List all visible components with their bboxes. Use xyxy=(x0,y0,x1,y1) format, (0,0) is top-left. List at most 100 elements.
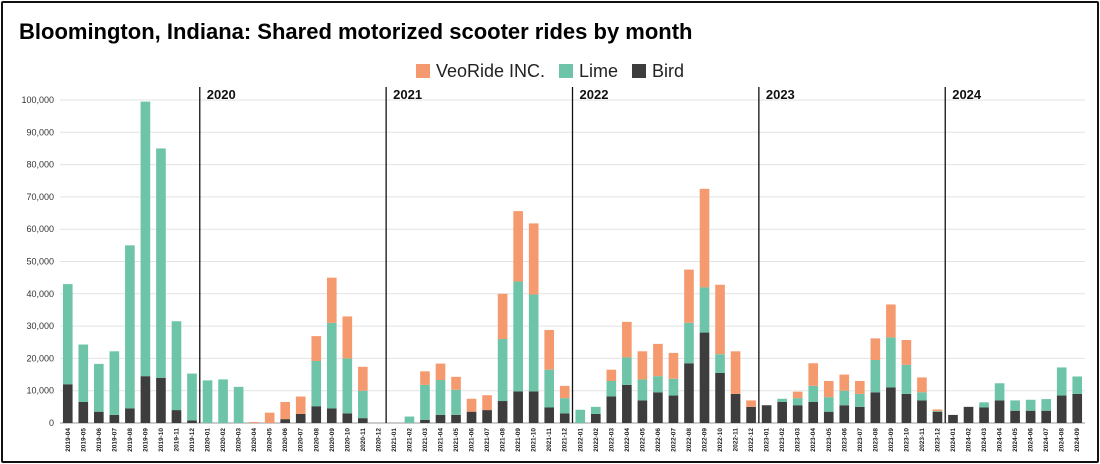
x-tick-label: 2020-08 xyxy=(313,428,320,452)
bar-bird xyxy=(901,393,912,423)
bar-lime xyxy=(808,385,819,403)
bar-bird xyxy=(994,400,1005,423)
y-tick-label: 100,000 xyxy=(21,95,54,105)
bar-lime xyxy=(792,398,803,406)
x-tick-label: 2019-11 xyxy=(173,428,180,452)
bar-bird xyxy=(94,411,104,423)
x-tick-label: 2021-12 xyxy=(562,428,569,452)
bar-veoride-inc xyxy=(513,211,523,282)
x-tick-label: 2020-11 xyxy=(360,428,367,452)
bar-lime xyxy=(233,386,244,423)
x-tick-label: 2022-05 xyxy=(639,428,646,452)
x-tick-label: 2019-10 xyxy=(158,428,165,452)
x-tick-label: 2022-10 xyxy=(717,428,724,452)
legend: VeoRide INC. Lime Bird xyxy=(0,58,1100,84)
bar-veoride-inc xyxy=(699,188,710,288)
x-tick-label: 2023-01 xyxy=(764,428,771,452)
bar-bird xyxy=(839,405,850,423)
bar-lime xyxy=(653,376,663,393)
x-tick-label: 2023-07 xyxy=(857,428,864,452)
legend-label-lime: Lime xyxy=(579,60,619,81)
bar-lime xyxy=(171,321,182,411)
bar-lime xyxy=(823,397,834,412)
x-tick-label: 2019-08 xyxy=(127,428,134,452)
x-tick-label: 2020-10 xyxy=(344,428,351,452)
x-tick-label: 2020-06 xyxy=(282,428,289,452)
bar-lime xyxy=(404,416,415,423)
bar-veoride-inc xyxy=(528,223,539,295)
bar-bird xyxy=(62,384,73,423)
bar-veoride-inc xyxy=(326,277,337,323)
x-tick-label: 2021-03 xyxy=(422,428,429,452)
bar-lime xyxy=(886,337,896,388)
bar-lime xyxy=(777,398,787,403)
x-tick-label: 2021-07 xyxy=(484,428,491,452)
year-label: 2022 xyxy=(580,87,609,102)
bar-bird xyxy=(1072,393,1083,423)
x-tick-label: 2024-06 xyxy=(1028,428,1035,452)
bar-veoride-inc xyxy=(295,396,306,414)
bar-veoride-inc xyxy=(653,343,663,377)
bar-lime xyxy=(839,390,850,406)
y-tick-label: 30,000 xyxy=(26,321,54,331)
x-tick-label: 2022-11 xyxy=(733,428,740,452)
bar-bird xyxy=(420,419,430,423)
bar-veoride-inc xyxy=(870,338,881,361)
x-tick-label: 2021-11 xyxy=(546,428,553,452)
x-tick-label: 2020-05 xyxy=(267,428,274,452)
bar-veoride-inc xyxy=(917,377,927,393)
bar-lime xyxy=(435,380,446,415)
x-tick-label: 2020-04 xyxy=(251,428,258,452)
bar-lime xyxy=(559,398,570,414)
bar-veoride-inc xyxy=(823,381,834,398)
bar-lime xyxy=(699,287,710,333)
x-tick-label: 2022-01 xyxy=(577,428,584,452)
x-tick-label: 2024-07 xyxy=(1043,428,1050,452)
bar-lime xyxy=(342,358,353,414)
bar-veoride-inc xyxy=(264,412,275,423)
y-tick-label: 90,000 xyxy=(26,127,54,137)
x-tick-label: 2020-07 xyxy=(298,428,305,452)
y-tick-label: 60,000 xyxy=(26,224,54,234)
legend-item-veoride: VeoRide INC. xyxy=(415,61,545,82)
bar-veoride-inc xyxy=(684,269,694,323)
legend-label-bird: Bird xyxy=(652,60,685,81)
x-tick-label: 2023-12 xyxy=(934,428,941,452)
bar-veoride-inc xyxy=(839,374,850,391)
x-tick-label: 2024-03 xyxy=(981,428,988,452)
bar-lime xyxy=(622,357,632,385)
x-tick-label: 2021-02 xyxy=(406,428,413,452)
bar-veoride-inc xyxy=(559,385,570,399)
bar-bird xyxy=(590,413,601,423)
x-tick-label: 2022-03 xyxy=(608,428,615,452)
x-tick-label: 2023-05 xyxy=(826,428,833,452)
bar-veoride-inc xyxy=(280,402,291,420)
x-tick-label: 2023-03 xyxy=(795,428,802,452)
bar-veoride-inc xyxy=(497,293,508,340)
bar-lime xyxy=(1056,367,1067,396)
bar-lime xyxy=(513,281,523,392)
bar-bird xyxy=(746,406,756,423)
x-tick-label: 2021-01 xyxy=(391,428,398,452)
bar-veoride-inc xyxy=(342,316,353,359)
bar-bird xyxy=(854,406,865,423)
bar-lime xyxy=(62,284,73,385)
bar-lime xyxy=(870,360,881,393)
y-tick-label: 40,000 xyxy=(26,289,54,299)
x-tick-label: 2019-06 xyxy=(96,428,103,452)
bar-bird xyxy=(187,420,197,423)
bar-veoride-inc xyxy=(311,336,322,361)
legend-item-lime: Lime xyxy=(559,61,618,82)
bar-bird xyxy=(823,411,834,423)
year-label: 2021 xyxy=(393,87,422,102)
x-tick-label: 2021-05 xyxy=(453,428,460,452)
x-tick-label: 2023-09 xyxy=(888,428,895,452)
bar-bird xyxy=(295,413,306,423)
bar-lime xyxy=(684,322,694,364)
bar-bird xyxy=(78,402,89,423)
bar-lime xyxy=(156,148,166,378)
bar-lime xyxy=(606,381,617,397)
bar-bird xyxy=(979,407,989,423)
y-tick-label: 80,000 xyxy=(26,160,54,170)
bar-bird xyxy=(761,405,772,423)
